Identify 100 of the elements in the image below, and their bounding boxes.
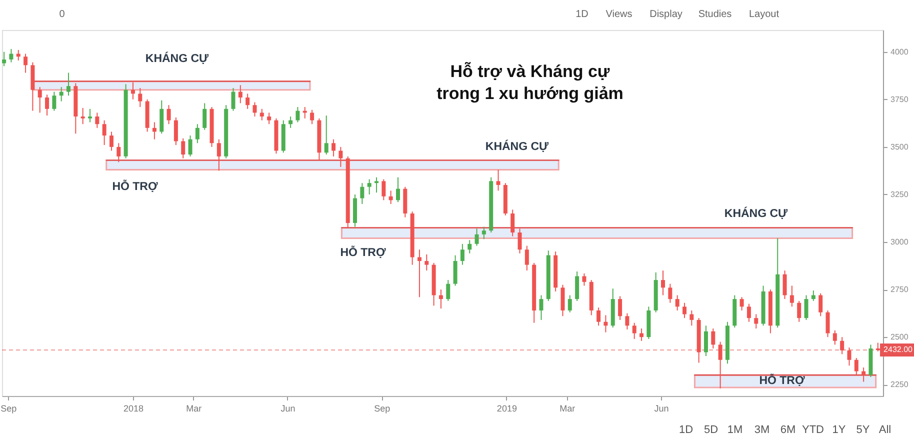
x-tick-label: Jun [280,404,296,414]
x-tick-label: 2019 [496,404,517,414]
candlestick [704,325,708,357]
candlestick [438,289,443,310]
candlestick [138,87,142,108]
candlestick [116,142,121,163]
candlestick [130,82,135,100]
candlestick [360,182,364,204]
candlestick [797,300,802,322]
text: 1D [576,9,588,20]
annotation: HỖ TRỢ [112,179,158,193]
text: 5Y [856,424,870,435]
candlestick [826,310,830,338]
text: All [878,424,892,435]
x-tick-label: 2018 [123,404,144,414]
candlestick [238,84,242,104]
candlestick [496,169,500,192]
y-tick-label: 3000 [890,237,909,246]
text: 3M [754,424,770,435]
candlestick [288,116,293,128]
candlestick [604,314,608,333]
candlestick [862,366,866,382]
candlestick [260,108,264,121]
text: 5D [704,424,718,435]
candlestick [188,135,192,157]
candlestick [582,272,586,286]
candlestick [524,245,529,272]
text: 6M [780,424,796,435]
candlestick [109,131,114,152]
candlestick [460,243,464,266]
y-tick-label: 2250 [890,380,909,390]
candlestick [267,112,272,125]
candlestick [510,209,515,237]
annotation: KHÁNG CỰ [145,51,210,65]
candlestick [95,112,100,128]
candlestick [446,280,450,302]
candlestick [396,176,400,203]
candlestick [382,178,386,201]
candlestick [152,122,156,140]
candlestick [640,328,644,342]
text: YTD [802,424,824,435]
candlestick [417,249,422,298]
candlestick [202,102,207,130]
candlestick [2,51,6,67]
candlestick [474,228,479,246]
candlestick [453,254,458,286]
text: 1M [727,424,743,435]
candlestick [9,48,14,63]
candlestick [575,270,580,302]
candlestick [811,290,816,302]
x-tick-label: Sep [374,404,390,414]
x-tick-label: Sep [0,404,17,414]
y-tick-label: 2750 [890,285,909,294]
text: Hỗ trợ và Kháng cự trong 1 xu hướng giảm [436,62,624,103]
x-tick-label: Mar [186,404,202,414]
candlestick [45,94,50,116]
candlestick [88,108,92,123]
text: 1D [678,424,694,435]
y-tick-label: 3500 [890,142,909,152]
candlestick [718,341,722,389]
candlestick [52,91,56,112]
candlestick [690,310,694,326]
candlestick [832,330,837,346]
text: Display [650,9,682,20]
candlestick [388,190,393,204]
x-tick-label: Mar [560,404,576,414]
candlestick [740,296,744,311]
candlestick [216,138,221,172]
candlestick [38,86,42,114]
candlestick [66,72,71,96]
candlestick [166,104,171,125]
candlestick [160,100,164,134]
y-tick-label: 4000 [890,47,909,56]
candlestick [324,115,328,156]
candlestick [59,86,64,102]
candlestick [231,87,236,112]
candlestick [847,347,852,366]
x-tick-label: Jun [654,404,669,414]
candlestick [840,336,844,355]
candlestick [518,228,522,254]
candlestick [818,292,823,317]
text: Layout [748,9,780,20]
candlestick [296,106,300,123]
candlestick [804,294,808,320]
candlestick [682,302,686,319]
text: 0 [59,9,66,20]
y-tick-label: 3250 [890,190,909,199]
candlestick [618,296,622,320]
candlestick [80,107,85,125]
candlestick [332,138,336,157]
candlestick [754,314,758,330]
candlestick [338,146,343,168]
candlestick [181,138,186,159]
candlestick [539,294,544,320]
candlestick [596,307,601,326]
candlestick [424,254,429,272]
candlestick [625,312,630,330]
candlestick [711,328,716,349]
y-tick-label: 2500 [890,332,909,342]
annotation: KHÁNG CỰ [485,139,550,153]
